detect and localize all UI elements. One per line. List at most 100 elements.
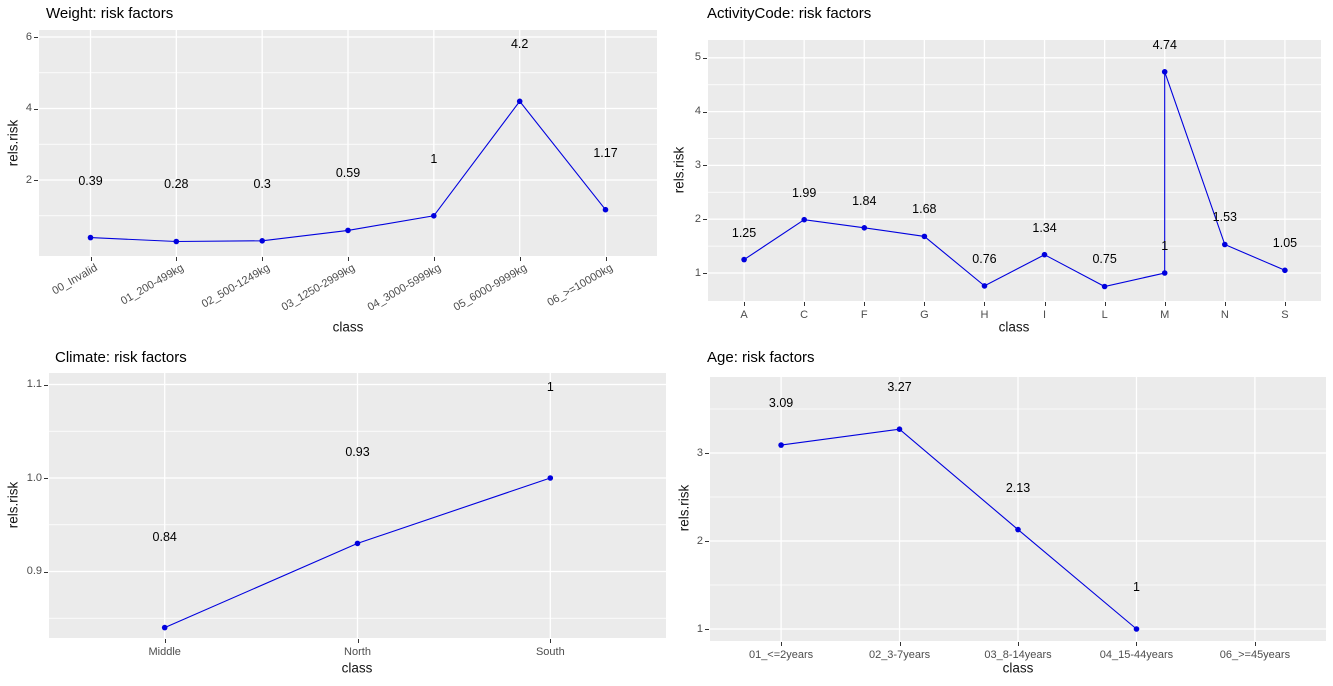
x-axis-tick-mark — [1105, 302, 1106, 306]
x-axis-tick-mark — [1285, 302, 1286, 306]
data-point-dot — [516, 98, 523, 105]
y-axis-tick-label: 3 — [696, 446, 703, 459]
data-point-value-label: 0.39 — [78, 173, 103, 188]
data-point-value-label: 3.27 — [887, 380, 912, 395]
x-axis-tick-label: 02_500-1249kg — [199, 261, 272, 311]
y-axis-tick-mark — [703, 58, 707, 59]
y-axis-tick-mark — [703, 219, 707, 220]
x-axis-tick-label: 05_6000-9999kg — [451, 261, 530, 314]
data-point-value-label: 1.34 — [1032, 220, 1057, 235]
y-axis-tick-mark — [44, 385, 48, 386]
x-axis-tick-mark — [91, 257, 92, 261]
data-point-value-label: 1 — [430, 151, 438, 166]
y-axis-tick-label: 6 — [25, 30, 32, 43]
data-point-value-label: 0.76 — [972, 251, 997, 266]
x-axis-tick-mark — [165, 639, 166, 643]
chart-title: ActivityCode: risk factors — [707, 5, 872, 22]
x-axis-title: class — [332, 319, 364, 335]
data-point-value-label: 1 — [546, 380, 554, 394]
data-point-value-label: 1 — [1161, 239, 1169, 253]
data-point-value-label: 1.84 — [852, 193, 877, 208]
x-axis-tick-mark — [1136, 642, 1137, 646]
data-point-dot — [547, 475, 554, 481]
y-axis-tick-label: 1 — [694, 266, 701, 279]
x-axis-title: class — [341, 660, 373, 676]
x-axis-tick-mark — [984, 302, 985, 306]
data-point-dot — [981, 283, 988, 289]
y-axis-tick-label: 5 — [694, 51, 701, 64]
y-axis-tick-label: 4 — [694, 105, 701, 118]
y-axis-tick-label: 4 — [25, 102, 32, 114]
data-point-dot — [896, 426, 903, 432]
data-point-value-label: 0.3 — [253, 176, 271, 191]
chart-plot-area — [708, 40, 1321, 301]
data-point-value-label: 4.74 — [1152, 37, 1177, 52]
x-axis-tick-mark — [176, 257, 177, 261]
data-point-dot — [259, 238, 265, 244]
x-axis-tick-mark — [1255, 642, 1256, 646]
y-axis-tick-mark — [44, 572, 48, 573]
data-point-dot — [173, 238, 180, 245]
x-axis-tick-mark — [606, 257, 607, 261]
x-axis-tick-label: North — [344, 646, 371, 658]
chart-plot-area — [49, 373, 666, 638]
x-axis-tick-label: S — [1281, 309, 1289, 321]
x-axis-tick-mark — [864, 302, 865, 306]
x-axis-title: class — [1002, 660, 1034, 676]
y-axis-tick-label: 2 — [694, 212, 701, 225]
data-point-value-label: 0.84 — [152, 529, 177, 544]
y-axis-tick-mark — [705, 629, 709, 630]
x-axis-tick-mark — [900, 642, 901, 646]
y-axis-tick-label: 0.9 — [26, 565, 42, 577]
x-axis-tick-label: I — [1043, 309, 1047, 321]
data-point-value-label: 2.13 — [1005, 480, 1031, 495]
y-axis-title: rels.risk — [5, 119, 21, 167]
x-axis-tick-label: Middle — [148, 646, 181, 658]
x-axis-tick-mark — [744, 302, 745, 306]
y-axis-tick-label: 1 — [696, 622, 703, 635]
y-axis-title: rels.risk — [671, 146, 687, 194]
x-axis-tick-label: 06_>=10000kg — [545, 261, 615, 309]
x-axis-tick-mark — [1018, 642, 1019, 646]
data-point-dot — [1015, 526, 1021, 533]
data-point-dot — [345, 227, 351, 234]
x-axis-tick-mark — [520, 257, 521, 261]
y-axis-title: rels.risk — [5, 481, 21, 529]
x-axis-tick-mark — [262, 257, 263, 261]
data-point-dot — [1161, 270, 1168, 276]
y-axis-tick-mark — [44, 478, 48, 479]
data-point-dot — [1222, 241, 1228, 248]
data-point-dot — [741, 256, 747, 263]
data-point-value-label: 1.68 — [912, 202, 937, 217]
data-point-dot — [161, 624, 168, 631]
chart-title: Age: risk factors — [707, 349, 815, 366]
x-axis-tick-mark — [1045, 302, 1046, 306]
data-point-dot — [1282, 267, 1288, 274]
y-axis-tick-label: 3 — [694, 158, 701, 171]
x-axis-tick-mark — [550, 639, 551, 643]
x-axis-tick-label: 02_3-7years — [868, 649, 931, 661]
chart-panel — [708, 40, 1321, 301]
x-axis-tick-mark — [1165, 302, 1166, 306]
data-point-dot — [602, 206, 609, 213]
x-axis-tick-label: M — [1160, 309, 1170, 321]
chart-title: Climate: risk factors — [55, 349, 187, 366]
x-axis-tick-label: 00_Invalid — [50, 261, 100, 298]
data-point-value-label: 1.25 — [731, 225, 757, 240]
x-axis-tick-mark — [804, 302, 805, 306]
x-axis-tick-label: 06_>=45years — [1219, 649, 1291, 661]
x-axis-tick-mark — [924, 302, 925, 306]
x-axis-tick-label: 03_1250-2999kg — [279, 261, 358, 314]
y-axis-tick-mark — [705, 541, 709, 542]
y-axis-tick-label: 2 — [696, 534, 703, 547]
data-point-value-label: 0.59 — [335, 166, 361, 181]
data-point-value-label: 1.99 — [791, 185, 817, 200]
x-axis-tick-mark — [781, 642, 782, 646]
data-point-dot — [801, 216, 807, 223]
chart-plot-area — [39, 30, 657, 256]
x-axis-tick-label: N — [1220, 309, 1229, 321]
x-axis-tick-label: H — [980, 309, 989, 321]
y-axis-tick-mark — [705, 453, 709, 454]
data-point-value-label: 1.53 — [1212, 210, 1237, 225]
